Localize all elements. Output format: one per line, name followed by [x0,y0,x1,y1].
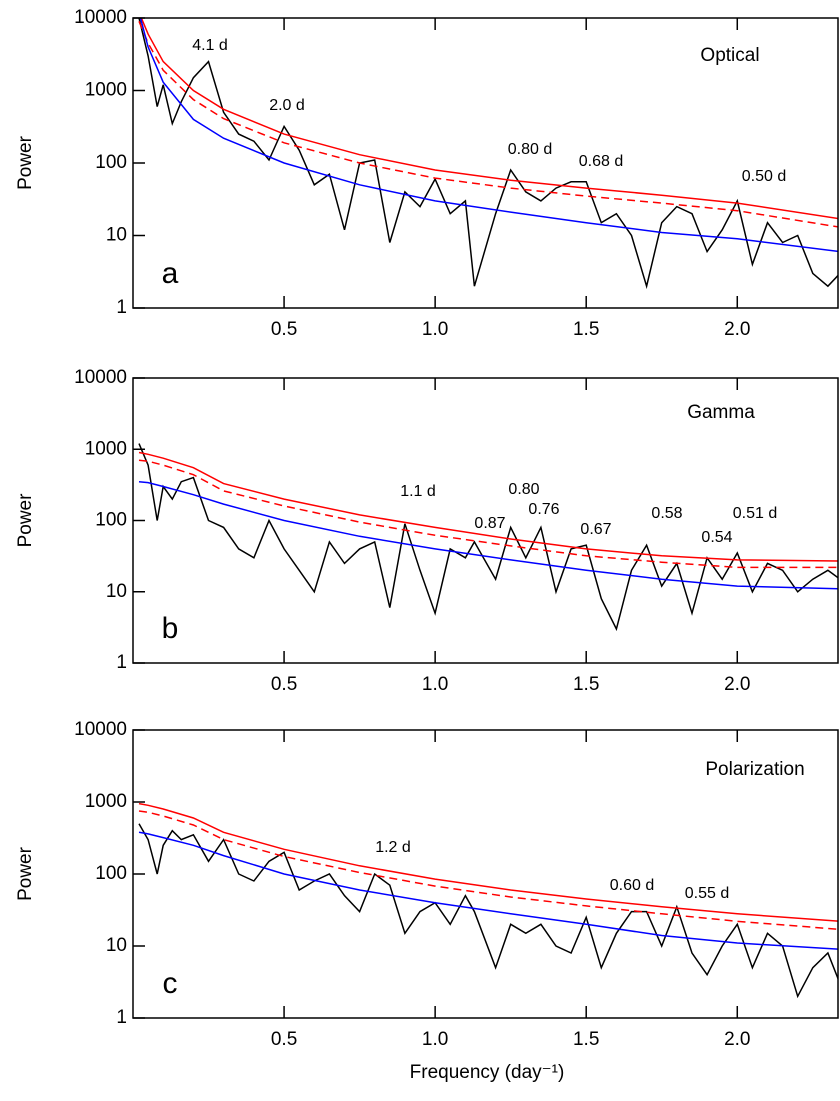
series-line [139,18,838,253]
peak-annotation: 0.80 [508,481,539,498]
y-tick-label: 1000 [85,438,127,459]
x-tick-label: 1.5 [573,319,599,340]
peak-annotation: 0.50 d [742,168,786,185]
y-tick-label: 1 [116,652,127,673]
peak-annotation: 0.76 [528,501,559,518]
y-axis-label: Power [15,135,36,190]
y-tick-label: 10000 [74,719,127,740]
y-axis-label: Power [15,493,36,548]
y-tick-label: 10000 [74,367,127,388]
x-tick-label: 1.0 [422,674,448,695]
peak-annotation: 4.1 d [192,37,228,54]
panel: 1 10 100 1000 10000 0.5 1.0 1.5 2.0 Power Optical a… [15,7,839,340]
x-tick-label: 1.5 [573,1029,599,1050]
panel-letter: c [163,967,178,1000]
series-line [138,823,838,999]
series-line [140,18,838,220]
peak-annotation: 1.1 d [400,483,436,500]
panel: 1 10 100 1000 10000 0.5 1.0 1.5 2.0 Power Polariza… [15,719,839,1083]
peak-annotation: 0.68 d [579,153,623,170]
x-tick-label: 2.0 [724,674,750,695]
peak-annotation: 0.87 [474,515,505,532]
peak-annotation: 0.58 [651,505,682,522]
series-line [138,831,838,950]
peak-annotation: 0.51 d [733,505,777,522]
y-tick-label: 1000 [85,791,127,812]
series-line [138,802,838,922]
x-tick-label: 2.0 [724,1029,750,1050]
y-tick-label: 10 [106,225,127,246]
y-tick-label: 100 [95,510,127,531]
y-tick-label: 1 [116,1007,127,1028]
panel-letter: a [162,257,179,290]
y-tick-label: 100 [95,863,127,884]
y-tick-label: 10 [106,935,127,956]
panel: 1 10 100 1000 10000 0.5 1.0 1.5 2.0 Power Gamma b 1.… [15,367,839,695]
series-line [138,18,838,290]
y-tick-label: 10 [106,581,127,602]
x-tick-label: 1.5 [573,674,599,695]
panel-title: Polarization [705,759,804,780]
peak-annotation: 0.54 [701,529,732,546]
x-tick-label: 1.0 [422,319,448,340]
y-axis-label: Power [15,846,36,901]
y-tick-label: 10000 [74,7,127,28]
series-line [138,810,838,930]
series-line [138,21,838,228]
x-tick-label: 1.0 [422,1029,448,1050]
series-line [138,480,838,590]
panel-title: Gamma [687,402,755,423]
panel-letter: b [162,612,179,645]
peak-annotation: 0.67 [580,521,611,538]
x-tick-label: 0.5 [271,1029,297,1050]
y-tick-label: 100 [95,152,127,173]
series-line [138,451,838,562]
peak-annotation: 0.55 d [685,885,729,902]
peak-annotation: 1.2 d [375,839,411,856]
peak-annotation: 2.0 d [269,97,305,114]
x-tick-label: 0.5 [271,319,297,340]
peak-annotation: 0.60 d [610,877,654,894]
x-axis-label: Frequency (day⁻¹) [410,1062,565,1083]
x-tick-label: 0.5 [271,674,297,695]
y-tick-label: 1000 [85,80,127,101]
y-tick-label: 1 [116,297,127,318]
peak-annotation: 0.80 d [508,141,552,158]
x-tick-label: 2.0 [724,319,750,340]
series-line [138,459,838,569]
panel-title: Optical [700,45,759,66]
series-line [138,443,838,632]
